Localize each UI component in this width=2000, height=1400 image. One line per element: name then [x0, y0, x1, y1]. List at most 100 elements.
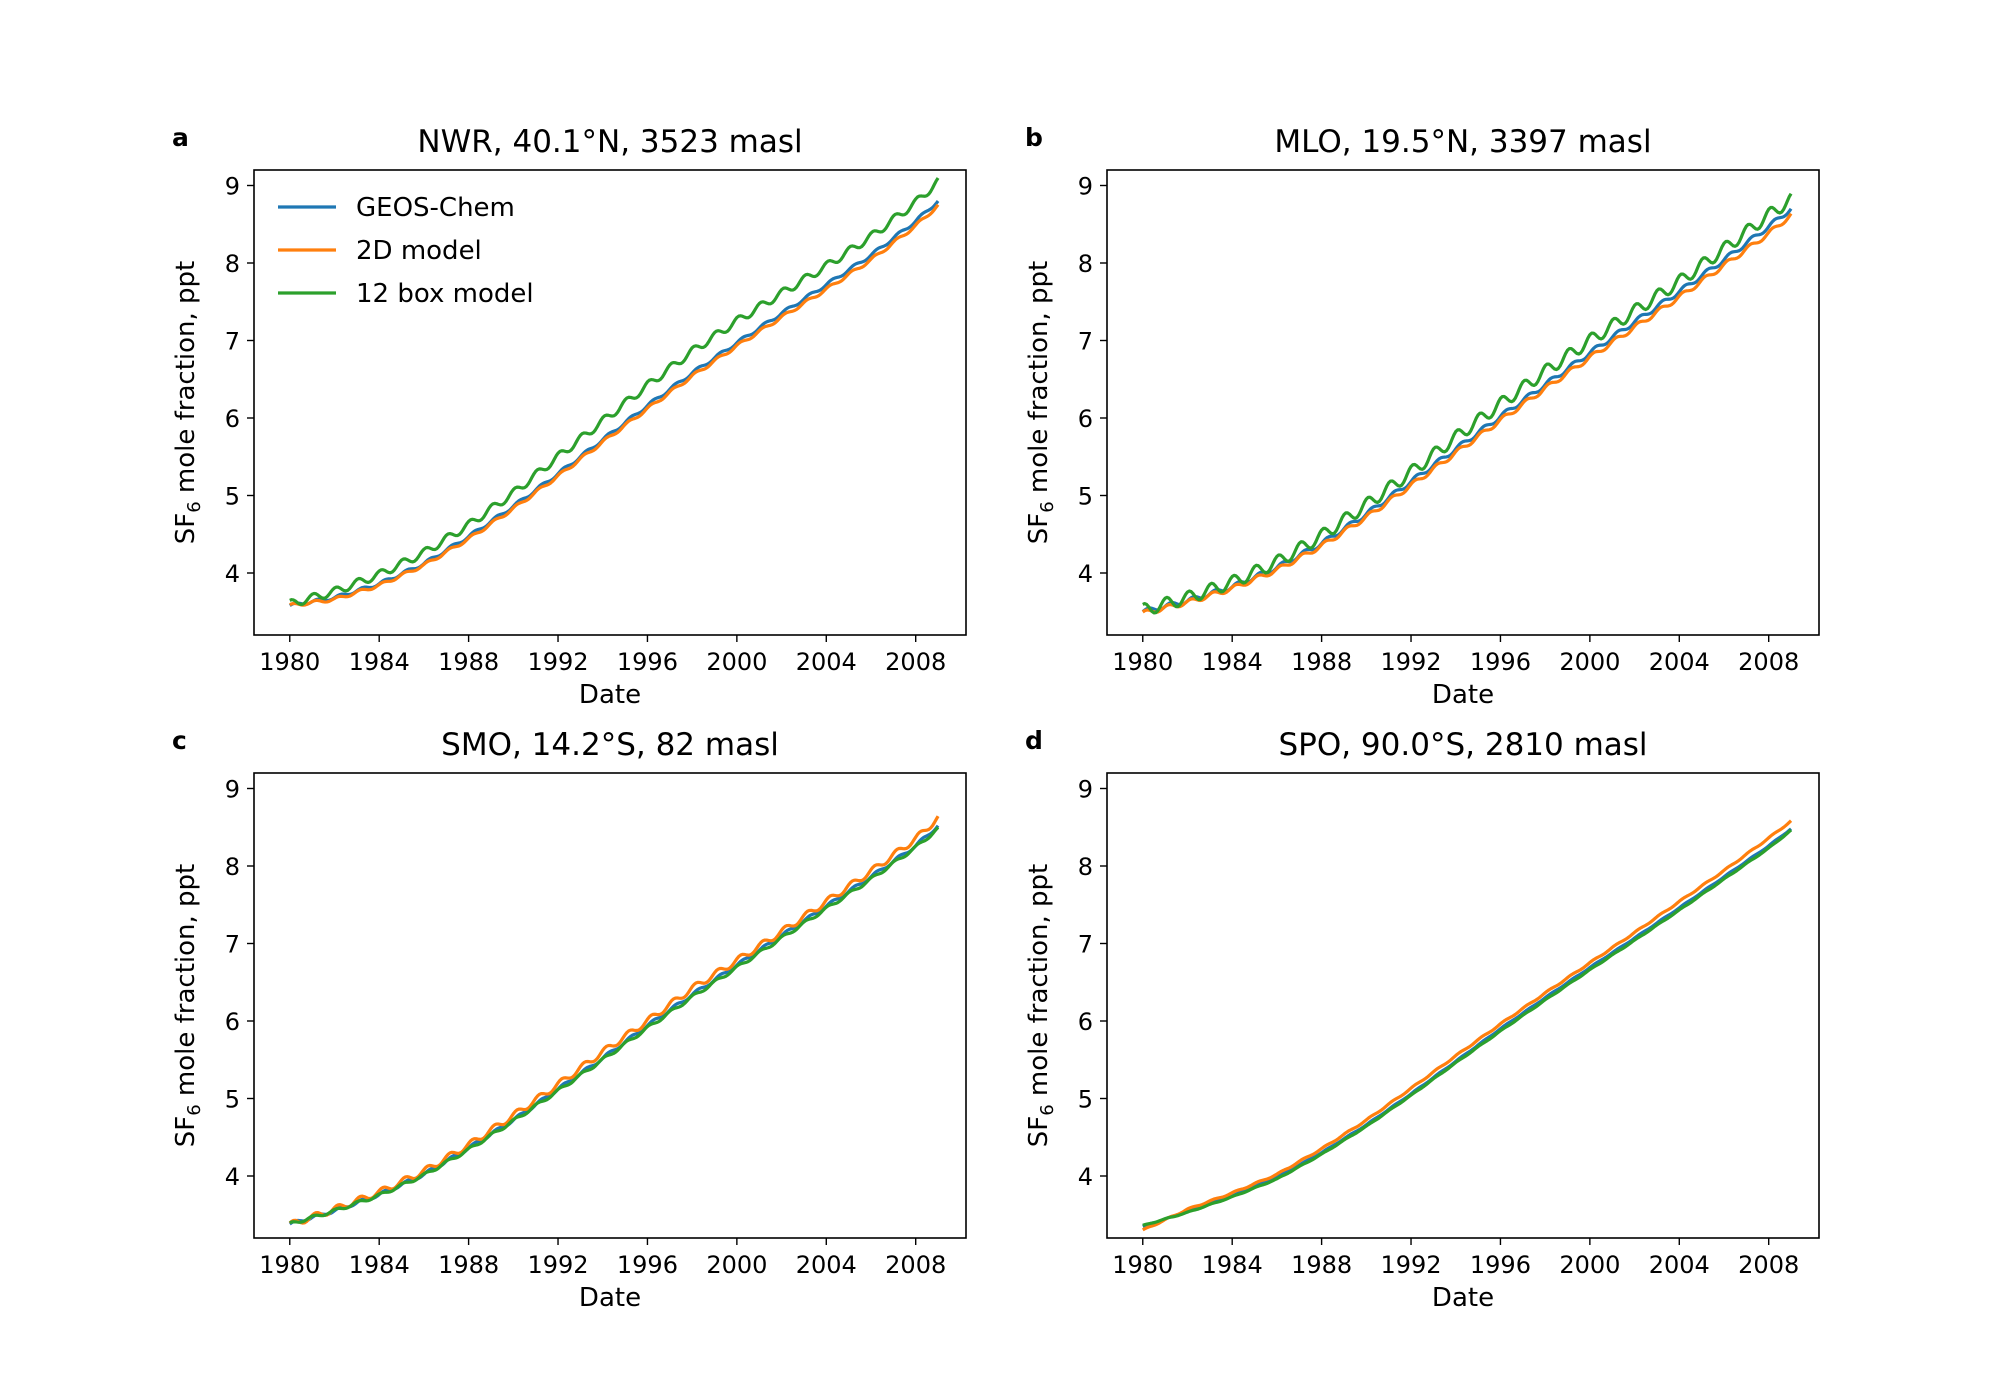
legend-label: GEOS-Chem [356, 193, 515, 223]
x-tick-label: 1996 [1470, 648, 1531, 676]
x-tick-label: 1996 [617, 1251, 678, 1279]
y-tick-label: 4 [225, 1163, 240, 1191]
x-tick-label: 1992 [527, 1251, 588, 1279]
x-tick-label: 1988 [438, 648, 499, 676]
x-tick-label: 1984 [1202, 1251, 1263, 1279]
series-line-12-box-model [289, 826, 940, 1225]
y-tick-label: 7 [225, 328, 240, 356]
x-tick-label: 1988 [1291, 1251, 1352, 1279]
y-axis-label: SF6 mole fraction, ppt [1024, 261, 1058, 545]
x-tick-label: 1996 [1470, 1251, 1531, 1279]
panel-c: SMO, 14.2°S, 82 masl c 1980 1984 1988 1992 199… [171, 726, 967, 1313]
y-tick-label: 7 [1078, 931, 1093, 959]
x-tick-label: 1988 [1291, 648, 1352, 676]
y-tick-label: 5 [1078, 1086, 1093, 1114]
x-tick-label: 1980 [259, 648, 320, 676]
series-line-12-box-model [289, 177, 940, 607]
series-group [288, 815, 940, 1226]
panel-b: MLO, 19.5°N, 3397 masl b 1980 1984 1988 1992 1… [1024, 123, 1820, 710]
series-line-2d-model [288, 815, 940, 1225]
x-tick-label: 2004 [1649, 1251, 1710, 1279]
y-axis-label: SF6 mole fraction, ppt [1024, 864, 1058, 1148]
y-axis-label-main: SF [1024, 1116, 1054, 1147]
x-tick-label: 1980 [1112, 1251, 1173, 1279]
x-tick-label: 1984 [349, 1251, 410, 1279]
legend: GEOS-Chem 2D model 12 box model [278, 193, 534, 309]
y-tick-label: 7 [1078, 328, 1093, 356]
y-axis-label-main: SF [171, 513, 201, 544]
x-tick-label: 1980 [259, 1251, 320, 1279]
panel-letter: b [1025, 123, 1043, 152]
x-axis-label: Date [1432, 680, 1494, 710]
x-tick-label: 2000 [706, 1251, 767, 1279]
panel-a: NWR, 40.1°N, 3523 masl a 1980 1984 1988 1992 1… [171, 123, 967, 710]
y-tick-label: 8 [1078, 853, 1093, 881]
y-axis-label-rest: mole fraction, ppt [171, 864, 201, 1105]
x-tick-label: 2008 [885, 648, 946, 676]
panel-title: MLO, 19.5°N, 3397 masl [1274, 124, 1651, 160]
x-tick-label: 2004 [796, 1251, 857, 1279]
axes-frame [1106, 169, 1820, 636]
y-tick-label: 6 [1078, 1008, 1093, 1036]
y-tick-label: 5 [225, 1086, 240, 1114]
panel-title: SMO, 14.2°S, 82 masl [441, 727, 779, 763]
y-axis-label-rest: mole fraction, ppt [1024, 261, 1054, 502]
panel-letter: a [172, 123, 189, 152]
panel-letter: c [172, 726, 187, 755]
x-tick-label: 2004 [1649, 648, 1710, 676]
series-group [288, 177, 940, 607]
series-line-12-box-model [1142, 192, 1793, 615]
legend-label: 2D model [356, 236, 482, 266]
axes-frame [253, 169, 967, 636]
y-tick-label: 8 [1078, 250, 1093, 278]
series-group [1141, 192, 1793, 615]
y-tick-label: 9 [1078, 173, 1093, 201]
y-axis-label-subscript: 6 [184, 1104, 205, 1115]
x-axis-label: Date [579, 1283, 641, 1313]
x-tick-label: 1984 [349, 648, 410, 676]
x-tick-label: 1996 [617, 648, 678, 676]
y-tick-label: 9 [225, 776, 240, 804]
x-tick-label: 2008 [885, 1251, 946, 1279]
y-tick-label: 6 [1078, 405, 1093, 433]
y-axis-label-subscript: 6 [1037, 1104, 1058, 1115]
panel-letter: d [1025, 726, 1043, 755]
x-tick-label: 1984 [1202, 648, 1263, 676]
y-tick-label: 4 [1078, 1163, 1093, 1191]
axes-frame [253, 772, 967, 1239]
y-tick-label: 5 [1078, 483, 1093, 511]
x-tick-label: 2008 [1738, 648, 1799, 676]
y-axis-label-main: SF [171, 1116, 201, 1147]
x-axis-label: Date [579, 680, 641, 710]
x-tick-label: 1980 [1112, 648, 1173, 676]
y-tick-label: 7 [225, 931, 240, 959]
y-tick-label: 6 [225, 1008, 240, 1036]
y-axis-label-rest: mole fraction, ppt [1024, 864, 1054, 1105]
y-tick-label: 8 [225, 853, 240, 881]
series-line-2d-model [1141, 212, 1793, 614]
y-tick-label: 9 [225, 173, 240, 201]
x-tick-label: 1988 [438, 1251, 499, 1279]
panel-title: NWR, 40.1°N, 3523 masl [417, 124, 802, 160]
y-tick-label: 8 [225, 250, 240, 278]
y-tick-label: 6 [225, 405, 240, 433]
x-axis-label: Date [1432, 1283, 1494, 1313]
x-tick-label: 1992 [1380, 1251, 1441, 1279]
y-tick-label: 9 [1078, 776, 1093, 804]
series-line-geos-chem [1142, 827, 1793, 1228]
y-axis-label-subscript: 6 [1037, 501, 1058, 512]
x-tick-label: 2000 [1559, 1251, 1620, 1279]
panel-d: SPO, 90.0°S, 2810 masl d 1980 1984 1988 1992 1… [1024, 726, 1820, 1313]
x-tick-label: 1992 [527, 648, 588, 676]
series-line-2d-model [289, 203, 940, 607]
y-axis-label: SF6 mole fraction, ppt [171, 261, 205, 545]
y-axis-label: SF6 mole fraction, ppt [171, 864, 205, 1148]
y-axis-label-main: SF [1024, 513, 1054, 544]
series-group [1141, 819, 1793, 1232]
legend-label: 12 box model [356, 279, 534, 309]
series-line-2d-model [1141, 819, 1793, 1232]
y-tick-label: 4 [225, 560, 240, 588]
y-axis-label-subscript: 6 [184, 501, 205, 512]
x-tick-label: 2004 [796, 648, 857, 676]
